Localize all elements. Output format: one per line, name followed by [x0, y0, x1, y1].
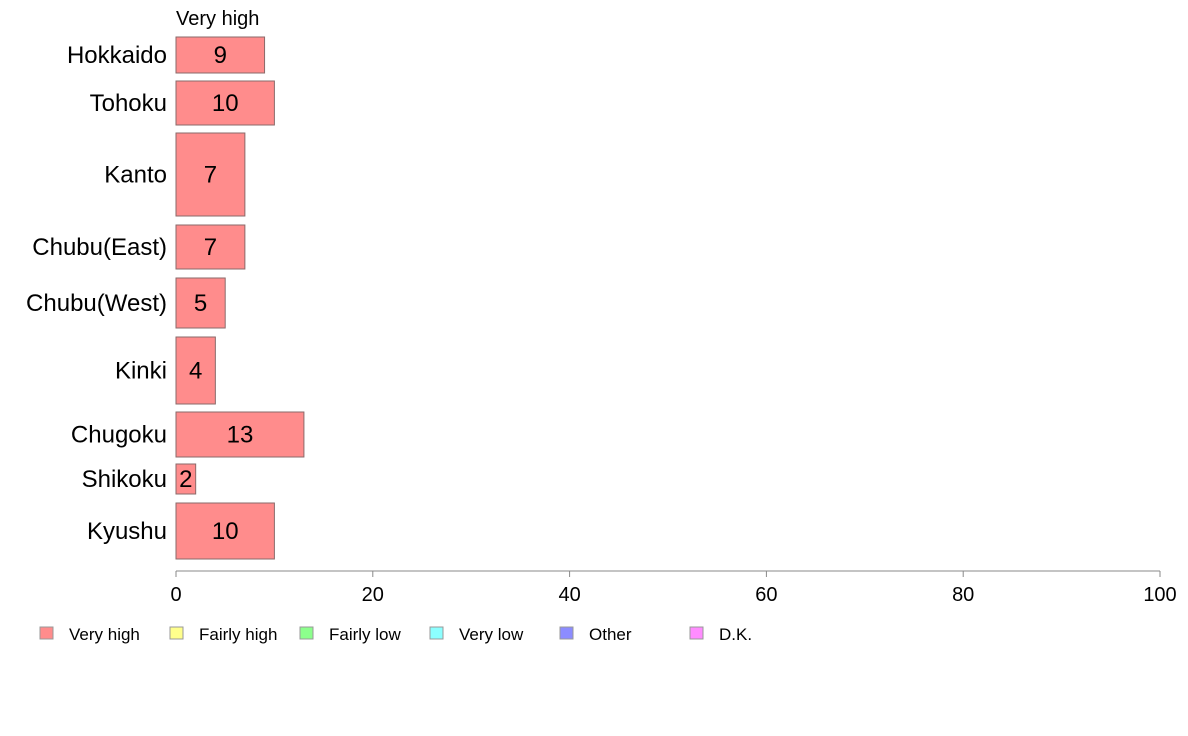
x-tick-label: 100: [1143, 584, 1176, 606]
bar-value-label: 4: [189, 358, 202, 385]
x-tick-label: 20: [362, 584, 384, 606]
x-tick-label: 80: [952, 584, 974, 606]
category-label: Kinki: [115, 358, 167, 385]
bar: [175, 36, 266, 74]
legend-swatch: [169, 626, 184, 640]
bar-value-label: 7: [204, 162, 217, 189]
bars-group: Hokkaido 9 Tohoku 10 Kanto 7 Chubu(East) 7 Chubu…: [26, 36, 305, 560]
category-label: Chugoku: [71, 422, 167, 449]
category-label: Hokkaido: [67, 42, 167, 69]
x-tick-label: 40: [558, 584, 580, 606]
legend-swatch: [689, 626, 704, 640]
bar-value-label: 7: [204, 234, 217, 261]
bar-value-label: 9: [214, 42, 227, 69]
bar-value-label: 2: [179, 466, 192, 493]
legend-label: Very low: [459, 625, 524, 644]
legend-swatch: [559, 626, 574, 640]
legend-swatch: [39, 626, 54, 640]
bar-value-label: 10: [212, 90, 239, 117]
bar: [175, 224, 246, 270]
bar: [175, 336, 216, 405]
category-label: Shikoku: [82, 466, 167, 493]
legend-swatch: [299, 626, 314, 640]
legend-label: Other: [589, 625, 632, 644]
bar: [175, 80, 275, 126]
x-tick-label: 0: [170, 584, 181, 606]
category-label: Kanto: [104, 162, 167, 189]
legend: Very high Fairly high Fairly low Very low Ot…: [39, 625, 752, 644]
bar: [175, 132, 246, 217]
category-label: Kyushu: [87, 518, 167, 545]
x-tick-label: 60: [755, 584, 777, 606]
legend-swatch: [429, 626, 444, 640]
category-label: Chubu(West): [26, 290, 167, 317]
bar-value-label: 13: [227, 422, 254, 449]
legend-label: Fairly high: [199, 625, 277, 644]
bar-value-label: 10: [212, 518, 239, 545]
bar-value-label: 5: [194, 290, 207, 317]
bar: [175, 411, 305, 458]
legend-label: D.K.: [719, 625, 752, 644]
legend-label: Fairly low: [329, 625, 402, 644]
category-label: Tohoku: [90, 90, 167, 117]
bar: [175, 277, 226, 329]
x-axis: 0 20 40 60 80 100: [170, 570, 1177, 606]
series-title: Very high: [176, 8, 259, 30]
bar: [175, 463, 197, 495]
bar: [175, 502, 275, 560]
legend-label: Very high: [69, 625, 140, 644]
category-label: Chubu(East): [32, 234, 167, 261]
